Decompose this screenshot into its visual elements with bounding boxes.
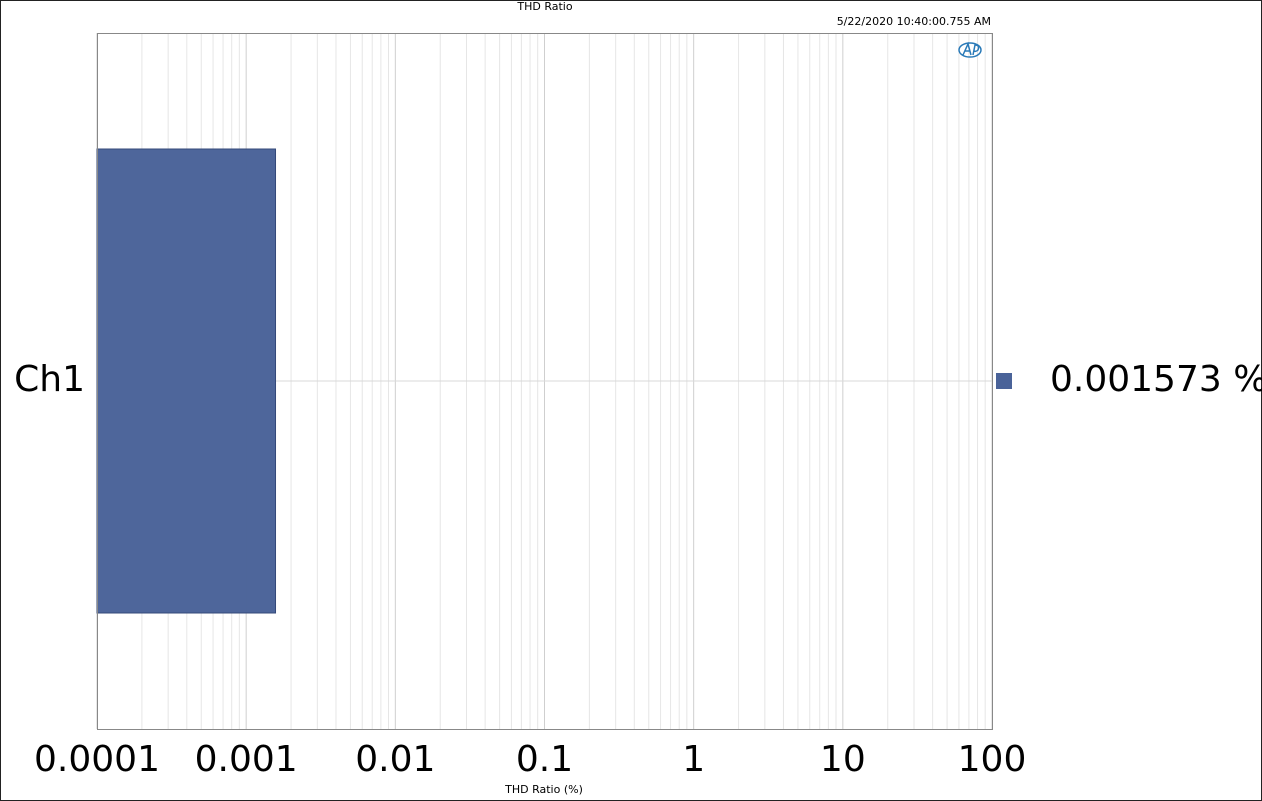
y-tick-label: Ch1: [14, 359, 85, 400]
x-tick-label: 0.0001: [34, 739, 160, 780]
x-tick-label: 1: [682, 739, 705, 780]
timestamp: 5/22/2020 10:40:00.755 AM: [837, 15, 991, 28]
x-tick-label: 100: [958, 739, 1027, 780]
x-tick-label: 10: [820, 739, 866, 780]
x-tick-label: 0.01: [355, 739, 435, 780]
plot-border: [97, 33, 993, 730]
legend-swatch: [996, 373, 1012, 389]
x-tick-label: 0.1: [516, 739, 573, 780]
chart-title: THD Ratio: [516, 0, 572, 13]
x-tick-label: 0.001: [195, 739, 298, 780]
marks: [96, 148, 277, 614]
legend-label: 0.001573 %: [1050, 359, 1262, 400]
x-axis-label: THD Ratio (%): [504, 783, 583, 796]
bar: [96, 148, 277, 614]
logo: [958, 41, 982, 58]
